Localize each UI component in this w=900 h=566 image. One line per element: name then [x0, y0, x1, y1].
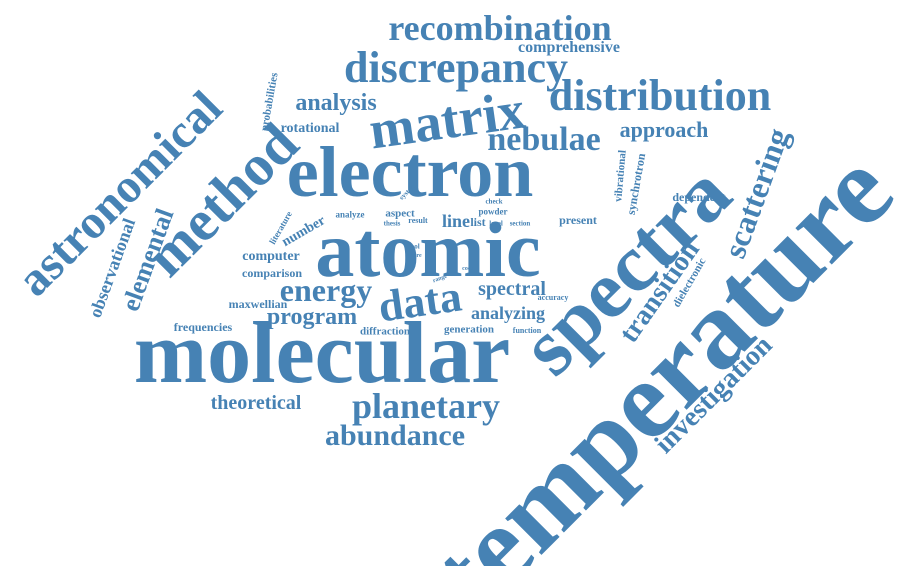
word-distribution: distribution: [548, 71, 772, 120]
word-planetary: planetary: [352, 386, 500, 426]
word-more: more: [408, 253, 422, 259]
word-molecular: molecular: [133, 305, 511, 402]
word-comprehensive: comprehensive: [518, 39, 620, 56]
word-powder: powder: [478, 206, 508, 217]
word-recombination: recombination: [388, 8, 612, 48]
word-rotational: rotational: [280, 121, 340, 136]
word-analyzing: analyzing: [470, 303, 546, 323]
word-energy: energy: [279, 272, 373, 308]
word-frequencies: frequencies: [173, 320, 233, 334]
word-thesis: thesis: [383, 219, 401, 228]
word-abundance: abundance: [324, 419, 466, 452]
word-dependent: dependent: [672, 190, 726, 204]
word-program: program: [266, 304, 358, 330]
word-check: check: [485, 197, 503, 206]
word-function: function: [512, 326, 542, 335]
word-section: section: [509, 219, 531, 228]
word-aspect: aspect: [385, 207, 415, 220]
word-computer: computer: [242, 249, 300, 264]
word-analysis: analysis: [295, 90, 377, 116]
word-result: result: [408, 216, 428, 225]
word-theoretical: theoretical: [210, 392, 302, 414]
word-maxwellian: maxwellian: [228, 297, 288, 311]
word-diffraction: diffraction: [359, 325, 411, 338]
word-data: data: [375, 271, 465, 332]
word-line: line: [441, 211, 471, 231]
word-level: level: [489, 219, 503, 228]
word-present: present: [559, 213, 597, 227]
word-tool: tool: [408, 242, 420, 251]
word-generation: generation: [443, 323, 495, 336]
word-electron: electron: [286, 132, 534, 212]
word-accuracy: accuracy: [537, 293, 569, 302]
word-approach: approach: [619, 117, 709, 142]
word-list: list: [470, 215, 486, 229]
word-code: code: [462, 266, 474, 272]
word-atomic: atomic: [315, 206, 541, 293]
word-analyze: analyze: [335, 209, 365, 220]
word-nebulae: nebulae: [487, 121, 601, 158]
word-discrepancy: discrepancy: [343, 43, 569, 92]
word-spectral: spectral: [478, 278, 546, 300]
word-comparison: comparison: [242, 266, 302, 280]
